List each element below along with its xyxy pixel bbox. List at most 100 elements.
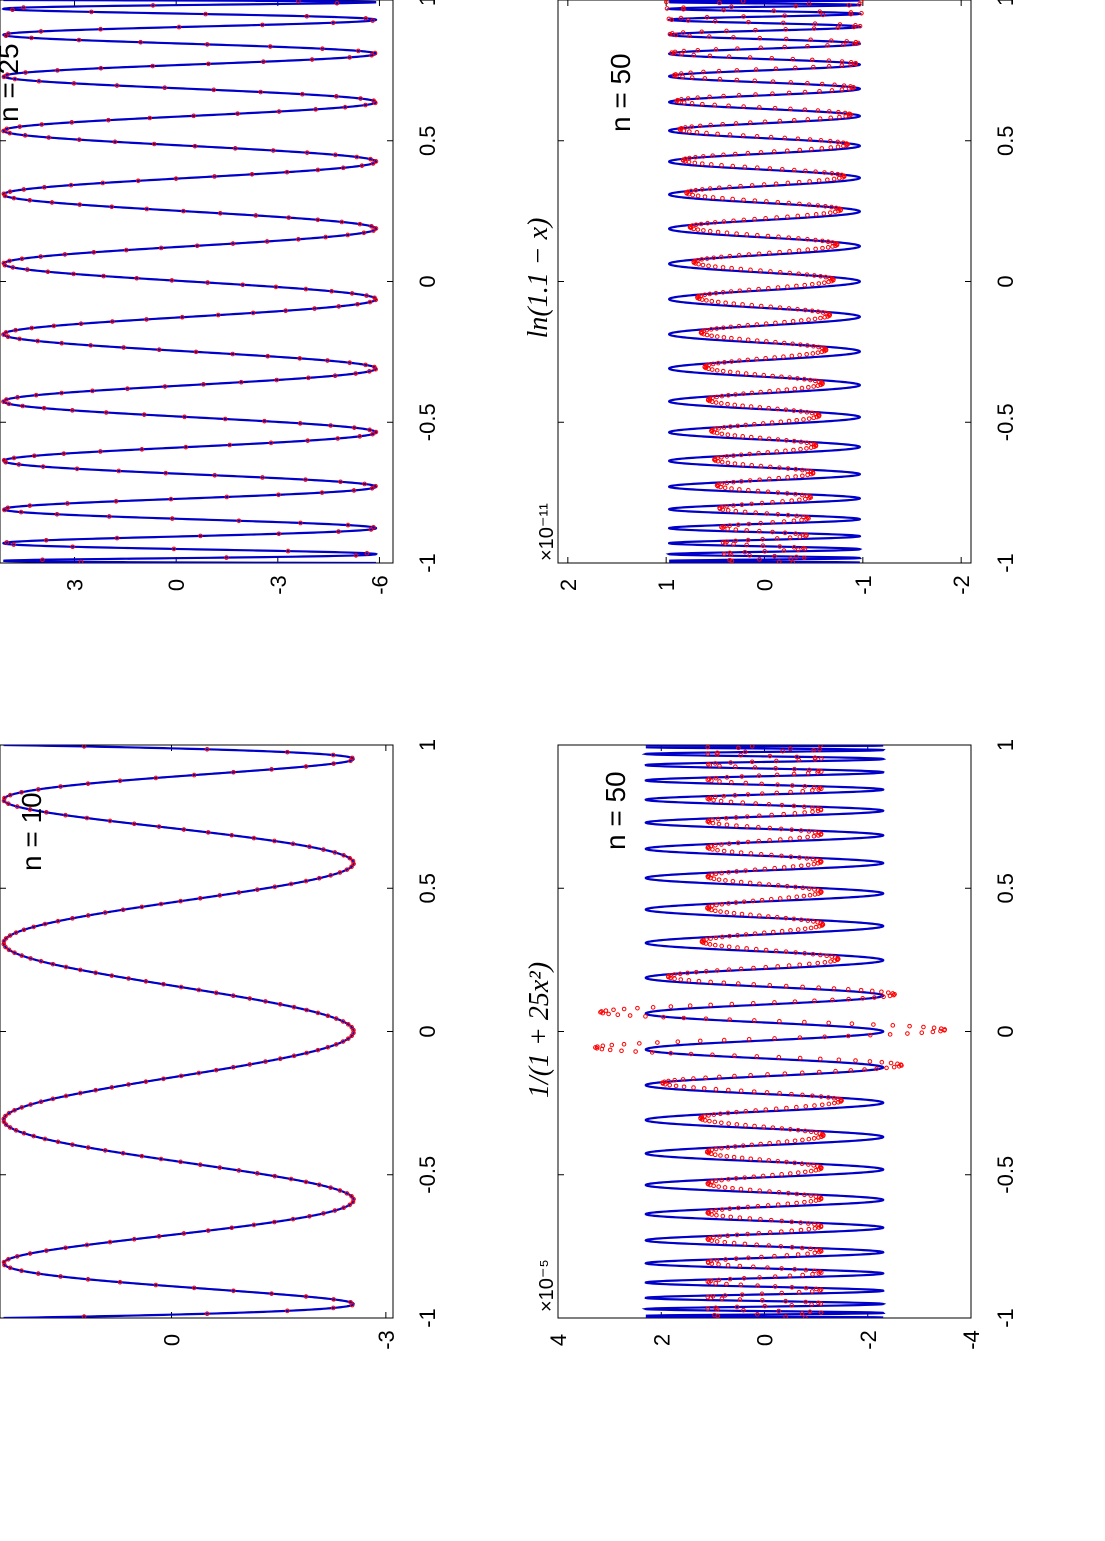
panel-3-sample-marker (756, 824, 761, 830)
panel-1-sample-marker (27, 1251, 33, 1256)
panel-3-sample-marker (737, 1263, 743, 1269)
panel-3-sample-marker (789, 1303, 794, 1308)
panel-3-sample-marker (724, 775, 730, 780)
panel-3-sample-marker (705, 1306, 711, 1311)
panel-1-sample-marker (3, 1113, 8, 1119)
panel-3-sample-marker (784, 1253, 790, 1258)
panel-1-sample-marker (328, 1185, 333, 1190)
panel-1-y-tick-label: -3 (374, 1330, 399, 1350)
panel-4-sample-marker (721, 551, 727, 557)
panel-3-sample-marker (733, 764, 738, 769)
panel-3-sample-marker (775, 1158, 781, 1164)
panel-2-sample-marker (232, 146, 238, 151)
panel-1-sample-marker (6, 947, 12, 953)
panel-3-sample-marker (817, 1269, 823, 1275)
panel-2-sample-marker (357, 434, 363, 439)
panel-4-sample-marker (727, 557, 732, 563)
panel-3-sample-marker (784, 1139, 790, 1144)
panel-4-sample-marker (704, 130, 709, 136)
panel-4-sample-marker (820, 310, 826, 315)
panel-2-sample-marker (369, 52, 374, 58)
panel-3-sample-marker (848, 1068, 854, 1073)
panel-3-series-group (593, 745, 948, 1318)
panel-1-sample-marker (139, 904, 145, 910)
panel-2-sample-marker (332, 373, 338, 378)
panel-2-sample-marker (285, 548, 291, 554)
panel-4-sample-marker (791, 408, 797, 413)
panel-3-sample-marker (744, 824, 750, 829)
panel-3-sample-marker (798, 828, 804, 833)
panel-4-sample-marker (796, 236, 801, 241)
panel-4-sample-marker (831, 176, 837, 182)
panel-4-sample-marker (801, 514, 806, 520)
panel-2-sample-marker (17, 336, 22, 342)
panel-4-sample-marker (828, 145, 834, 150)
panel-4-sample-marker (776, 388, 781, 393)
panel-4-sample-marker (841, 42, 846, 47)
panel-2-sample-marker (204, 42, 210, 47)
panel-2-sample-marker (370, 18, 375, 23)
panel-3-sample-marker (773, 766, 778, 771)
panel-3-sample-marker (643, 1014, 648, 1019)
panel-2-sample-marker (10, 265, 16, 270)
panel-3-sample-marker (858, 987, 864, 993)
panel-1-sample-marker (332, 850, 338, 855)
panel-1-sample-marker (285, 1308, 290, 1314)
panel-3-sample-marker (719, 1296, 725, 1302)
panel-4-sample-marker (766, 405, 772, 411)
panel-2-sample-marker (176, 24, 182, 30)
panel-3-sample-marker (750, 898, 756, 904)
panel-3-sample-marker (718, 798, 724, 804)
panel-1-sample-marker (205, 830, 211, 835)
panel-4-sample-marker (722, 360, 727, 365)
panel-3-sample-marker (806, 1136, 812, 1142)
panel-4-sample-marker (765, 450, 771, 455)
panel-3-sample-marker (871, 1022, 876, 1027)
panel-3-sample-marker (770, 929, 776, 935)
panel-3-sample-marker (881, 994, 886, 1000)
panel-4-sample-marker (745, 150, 751, 156)
panel-3-sample-marker (811, 748, 816, 753)
panel-3-sample-marker (795, 1252, 801, 1257)
panel-3-sample-marker (716, 877, 722, 882)
panel-4-sample-marker (726, 103, 731, 109)
panel-2-sample-marker (342, 104, 348, 110)
panel-3-sample-marker (802, 1192, 807, 1198)
panel-3-sample-marker (728, 1214, 734, 1220)
panel-4-sample-marker (835, 25, 841, 31)
panel-4-sample-marker (769, 56, 775, 61)
panel-4-sample-marker (714, 326, 720, 331)
panel-3-sample-marker (685, 970, 690, 976)
panel-4-sample-marker (748, 404, 754, 409)
panel-1-sample-marker (288, 1176, 294, 1182)
panel-3-sample-marker (776, 1308, 782, 1314)
panel-4-sample-marker (745, 537, 751, 543)
panel-3-sample-marker (707, 1118, 712, 1124)
panel-2-sample-marker (7, 189, 13, 194)
panel-3-sample-marker (816, 1069, 822, 1075)
panel-2-sample-marker (238, 379, 244, 385)
panel-4-sample-marker (784, 148, 790, 154)
panel-4-sample-marker (772, 105, 778, 111)
panel-3-sample-marker (778, 1229, 784, 1234)
panel-1-sample-marker (14, 1254, 20, 1259)
panel-3-sample-marker (818, 756, 824, 761)
panel-3-sample-marker (743, 1122, 748, 1128)
panel-4-sample-marker (748, 267, 753, 273)
panel-1-sample-marker (263, 999, 268, 1004)
panel-2-sample-marker (363, 16, 369, 21)
panel-1-sample-marker (156, 1234, 162, 1239)
panel-3-sample-marker (774, 790, 780, 796)
panel-1-sample-marker (351, 861, 356, 867)
panel-2-sample-marker (367, 299, 373, 305)
panel-4-sample-marker (740, 133, 746, 138)
panel-4-sample-marker (786, 200, 792, 206)
panel-2-sample-marker (206, 61, 211, 67)
panel-3-sample-marker (752, 1123, 757, 1129)
panel-3-sample-marker (817, 785, 823, 791)
panel-3-sample-marker (721, 793, 727, 799)
panel-1-sample-marker (272, 838, 277, 844)
panel-3-sample-marker (770, 1172, 775, 1178)
panel-4-sample-marker (790, 319, 796, 324)
panel-2-sample-marker (356, 48, 361, 54)
